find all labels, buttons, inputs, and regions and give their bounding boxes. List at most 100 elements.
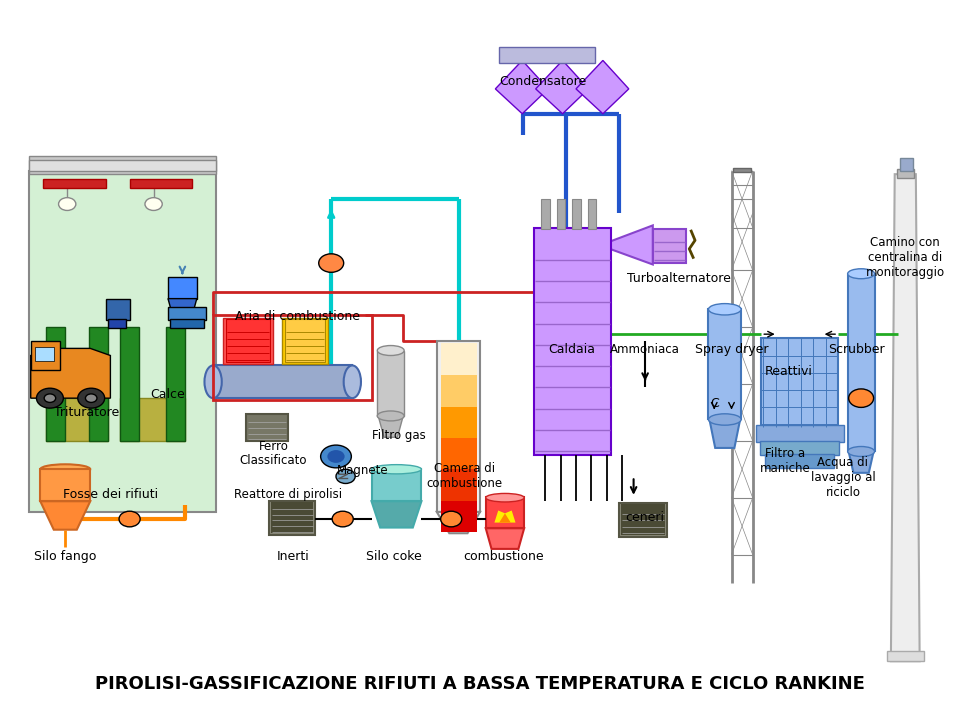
- Text: Camino con
centralina di
monitoraggio: Camino con centralina di monitoraggio: [866, 236, 945, 279]
- Polygon shape: [46, 398, 108, 441]
- Bar: [29, 171, 216, 512]
- Bar: [441, 406, 477, 438]
- Text: ceneri: ceneri: [626, 511, 664, 524]
- Bar: [761, 338, 838, 427]
- Ellipse shape: [344, 365, 361, 398]
- Bar: [285, 319, 325, 362]
- Ellipse shape: [708, 414, 741, 425]
- Text: PIROLISI-GASSIFICAZIONE RIFIUTI A BASSA TEMPERATURA E CICLO RANKINE: PIROLISI-GASSIFICAZIONE RIFIUTI A BASSA …: [95, 675, 865, 693]
- Polygon shape: [849, 451, 874, 473]
- Polygon shape: [378, 416, 403, 437]
- Bar: [848, 274, 875, 451]
- Text: Camera di
combustione: Camera di combustione: [426, 462, 503, 491]
- Polygon shape: [31, 348, 110, 398]
- Ellipse shape: [40, 464, 90, 474]
- Bar: [29, 160, 216, 171]
- Bar: [760, 441, 839, 455]
- Bar: [733, 168, 751, 172]
- Bar: [35, 347, 54, 361]
- Text: Spray dryer: Spray dryer: [695, 343, 768, 356]
- Bar: [46, 327, 65, 441]
- Circle shape: [441, 511, 462, 527]
- Bar: [499, 47, 595, 63]
- Circle shape: [336, 469, 355, 483]
- Polygon shape: [120, 398, 185, 441]
- Text: Fosse dei rifiuti: Fosse dei rifiuti: [62, 488, 158, 501]
- Circle shape: [849, 389, 874, 407]
- Bar: [588, 199, 596, 229]
- Text: Silo fango: Silo fango: [35, 550, 96, 562]
- Ellipse shape: [486, 493, 524, 502]
- Bar: [621, 504, 665, 535]
- Bar: [108, 319, 126, 328]
- Text: Scrubber: Scrubber: [828, 343, 884, 356]
- Circle shape: [85, 394, 97, 402]
- Bar: [269, 501, 315, 535]
- Polygon shape: [40, 469, 90, 501]
- Bar: [223, 318, 273, 364]
- Polygon shape: [437, 341, 480, 512]
- Bar: [31, 341, 60, 370]
- Bar: [708, 309, 741, 419]
- Bar: [106, 299, 130, 320]
- Polygon shape: [576, 60, 629, 114]
- Polygon shape: [536, 60, 588, 114]
- Bar: [168, 277, 197, 299]
- Bar: [557, 199, 565, 229]
- Bar: [441, 437, 477, 469]
- Bar: [168, 307, 206, 320]
- Text: Calce: Calce: [151, 388, 185, 401]
- Bar: [756, 425, 844, 442]
- Bar: [619, 503, 667, 537]
- Bar: [377, 351, 404, 416]
- Polygon shape: [437, 512, 480, 533]
- Ellipse shape: [377, 346, 404, 356]
- Text: Reattivi: Reattivi: [765, 365, 813, 378]
- Bar: [486, 497, 524, 528]
- Bar: [166, 327, 185, 441]
- Polygon shape: [486, 528, 524, 549]
- Ellipse shape: [848, 447, 875, 456]
- Ellipse shape: [708, 304, 741, 315]
- Text: Turboalternatore: Turboalternatore: [627, 272, 731, 285]
- Text: Ferro: Ferro: [258, 440, 289, 453]
- Text: Filtro gas: Filtro gas: [372, 429, 425, 442]
- Bar: [441, 375, 477, 407]
- Bar: [130, 179, 192, 188]
- Bar: [441, 469, 477, 501]
- Polygon shape: [499, 513, 511, 523]
- Bar: [120, 327, 139, 441]
- Text: C: C: [709, 397, 719, 410]
- Circle shape: [119, 511, 140, 527]
- Polygon shape: [168, 299, 197, 316]
- Bar: [246, 414, 288, 441]
- Bar: [213, 365, 352, 398]
- Ellipse shape: [848, 269, 875, 279]
- Circle shape: [332, 511, 353, 527]
- Polygon shape: [494, 510, 516, 523]
- Text: Reattore di pirolisi: Reattore di pirolisi: [234, 488, 342, 501]
- Bar: [653, 229, 686, 263]
- Bar: [441, 343, 477, 375]
- Bar: [441, 500, 477, 532]
- Ellipse shape: [204, 365, 222, 398]
- Bar: [572, 199, 581, 229]
- Bar: [765, 454, 834, 468]
- Text: Filtro a
maniche: Filtro a maniche: [760, 447, 810, 475]
- Circle shape: [44, 394, 56, 402]
- Bar: [282, 318, 328, 364]
- Text: combustione: combustione: [464, 550, 544, 562]
- Bar: [897, 169, 914, 178]
- Bar: [900, 158, 913, 171]
- Circle shape: [59, 198, 76, 210]
- Ellipse shape: [372, 465, 421, 474]
- Polygon shape: [40, 501, 90, 530]
- Text: Magnete: Magnete: [337, 464, 389, 477]
- Circle shape: [145, 198, 162, 210]
- Text: Aria di combustione: Aria di combustione: [235, 310, 360, 323]
- Polygon shape: [600, 225, 653, 264]
- Circle shape: [327, 450, 345, 463]
- Bar: [170, 319, 204, 328]
- Text: Silo coke: Silo coke: [366, 550, 421, 562]
- Bar: [43, 179, 106, 188]
